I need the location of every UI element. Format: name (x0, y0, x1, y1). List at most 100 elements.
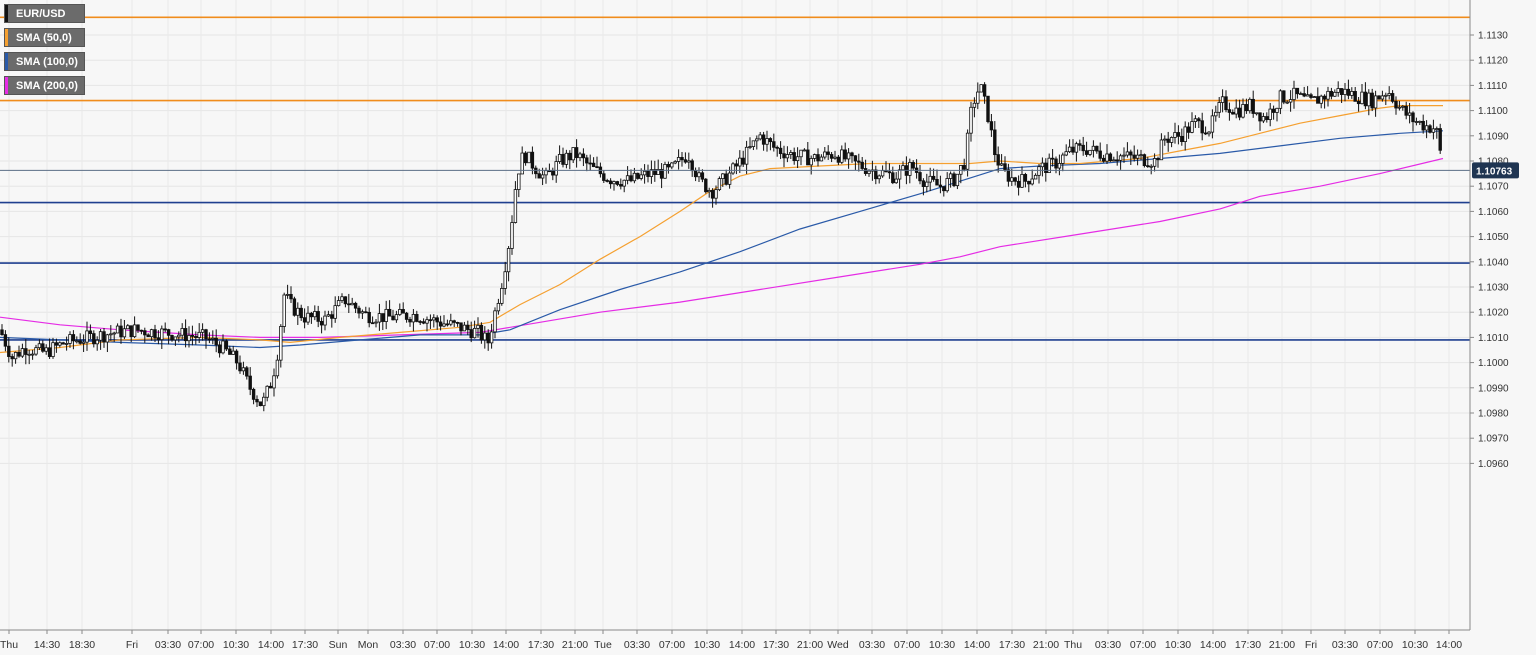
candle-body (428, 319, 433, 322)
candle-body (98, 331, 103, 341)
moving-averages (0, 104, 1444, 354)
candle-body (1231, 112, 1235, 115)
candle-body (119, 325, 123, 338)
candle-body (857, 160, 861, 163)
candle-body (503, 271, 507, 289)
legend-item-sma-50[interactable]: SMA (50,0) (4, 28, 85, 47)
candle-body (1424, 125, 1429, 131)
x-tick-label: 10:30 (1402, 639, 1428, 651)
candle-body (1380, 95, 1385, 100)
candle-body (377, 313, 382, 323)
candle-body (1373, 95, 1378, 109)
candle-body (1101, 157, 1106, 162)
x-tick-label: 03:30 (859, 639, 885, 651)
candle-body (595, 166, 599, 169)
candle-body (687, 160, 691, 163)
candle-body (911, 162, 915, 169)
candle-body (1010, 177, 1014, 182)
candle-body (1142, 154, 1147, 167)
candle-body (710, 190, 715, 199)
candle-body (1248, 98, 1252, 112)
x-tick-label: 14:00 (493, 639, 519, 651)
candle-body (180, 328, 184, 336)
candle-body (10, 356, 14, 360)
candle-body (897, 169, 902, 180)
candle-body (486, 332, 490, 344)
candle-body (554, 161, 558, 176)
candle-body (289, 293, 293, 300)
candle-body (1037, 166, 1041, 176)
x-tick-label: 21:00 (1033, 639, 1059, 651)
x-tick-label: Tue (594, 639, 612, 651)
candle-body (758, 134, 762, 140)
current-price-label: 1.10763 (1476, 166, 1513, 177)
y-tick-label: 1.1010 (1478, 333, 1509, 344)
candle-body (30, 353, 35, 356)
candle-body (302, 317, 307, 323)
candle-body (92, 333, 96, 345)
candle-body (1108, 153, 1113, 162)
candle-body (918, 172, 922, 182)
x-tick-label: Mon (358, 639, 379, 651)
candle-body (350, 302, 354, 306)
candle-body (415, 313, 419, 322)
y-tick-label: 1.1040 (1478, 257, 1509, 268)
candle-body (1319, 95, 1323, 104)
candle-body (972, 102, 977, 108)
candle-body (435, 317, 439, 323)
x-tick-label: Thu (1064, 639, 1082, 651)
candle-body (605, 180, 609, 182)
y-tick-label: 1.0960 (1478, 459, 1509, 470)
candle-body (129, 325, 133, 338)
candle-body (1163, 138, 1167, 141)
candle-body (1061, 154, 1065, 164)
candle-body (1006, 169, 1011, 182)
candle-body (285, 293, 290, 296)
x-tick-label: 10:30 (694, 639, 720, 651)
candle-body (1190, 121, 1194, 133)
y-tick-label: 1.1030 (1478, 283, 1509, 294)
candle-body (517, 173, 521, 190)
candle-body (381, 313, 385, 322)
candle-body (1268, 108, 1272, 120)
candle-body (228, 348, 232, 355)
candle-body (1377, 95, 1381, 100)
candle-body (673, 161, 677, 164)
x-tick-label: 07:00 (894, 639, 920, 651)
candle-body (353, 302, 358, 309)
legend-item-sma-200[interactable]: SMA (200,0) (4, 76, 85, 95)
legend-label: EUR/USD (16, 7, 66, 20)
legend-item-sma-100[interactable]: SMA (100,0) (4, 52, 85, 71)
legend-item-eurusd[interactable]: EUR/USD (4, 4, 85, 23)
candle-body (591, 162, 596, 168)
candle-body (1312, 96, 1317, 98)
candle-body (1149, 165, 1153, 168)
candle-body (1390, 93, 1395, 102)
candle-body (622, 179, 626, 187)
candle-body (126, 325, 130, 330)
candle-body (1431, 128, 1436, 133)
candle-body (292, 298, 297, 316)
candle-body (122, 328, 127, 338)
candle-body (1353, 91, 1357, 102)
x-tick-label: 17:30 (999, 639, 1025, 651)
y-tick-label: 1.1120 (1478, 56, 1508, 67)
y-tick-label: 1.1100 (1478, 106, 1508, 117)
candle-body (761, 134, 766, 145)
candle-body (1186, 126, 1191, 133)
candle-body (7, 345, 11, 357)
candle-body (639, 174, 643, 179)
candle-body (1346, 88, 1351, 96)
candle-body (238, 362, 242, 372)
candle-body (326, 314, 331, 317)
candle-body (1387, 93, 1391, 96)
candle-body (615, 181, 620, 185)
candle-body (564, 152, 569, 165)
candle-body (921, 180, 926, 187)
candle-body (459, 322, 463, 332)
x-tick-label: 18:30 (69, 639, 95, 651)
candle-body (1322, 95, 1327, 100)
candle-body (952, 173, 956, 187)
candle-body (401, 309, 405, 314)
